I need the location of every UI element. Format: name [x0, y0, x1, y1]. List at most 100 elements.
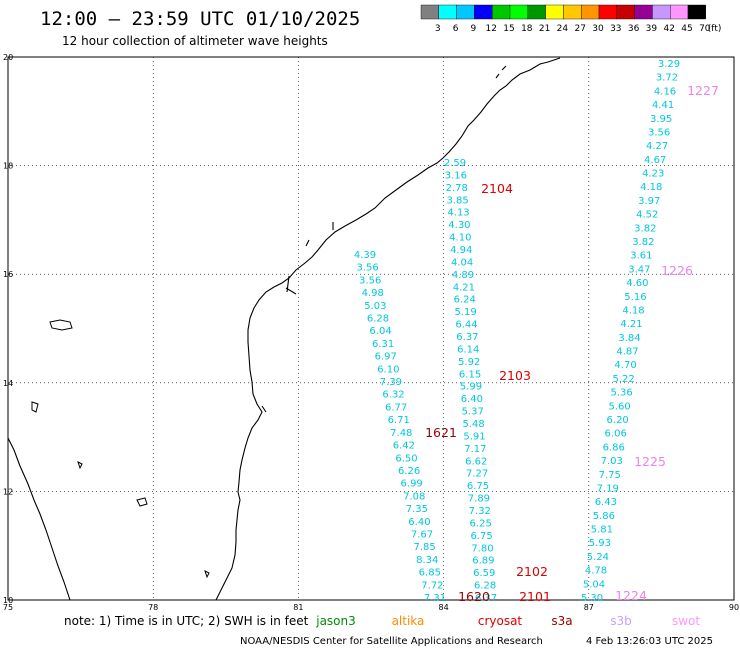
wave-height-value: 4.89	[452, 270, 474, 281]
pass-time-label: 2104	[481, 181, 513, 196]
wave-height-value: 6.85	[419, 568, 441, 579]
legend-swatch	[563, 4, 582, 20]
island-b	[31, 401, 39, 413]
wave-height-value: 5.04	[583, 579, 605, 590]
wave-height-value: 4.18	[640, 182, 662, 193]
wave-height-value: 5.37	[462, 407, 484, 418]
wave-height-value: 5.22	[612, 374, 634, 385]
legend-label: 42	[663, 24, 674, 34]
wave-height-value: 4.21	[453, 282, 475, 293]
legend-label: 45	[681, 24, 692, 34]
pass-time-label: 1224	[615, 588, 647, 603]
legend-label: 21	[539, 24, 550, 34]
legend-label: 36	[628, 24, 640, 34]
wave-height-value: 6.43	[595, 497, 617, 508]
x-tick-label: 75	[3, 603, 13, 612]
legend-label: 70	[699, 24, 711, 34]
island-a	[49, 319, 73, 331]
wave-height-value: 5.30	[581, 593, 603, 604]
wave-height-value: 6.62	[465, 456, 487, 467]
graticule	[8, 57, 734, 600]
x-tick-label: 78	[148, 603, 158, 612]
wave-height-value: 3.72	[656, 73, 678, 84]
coast-detail-marks	[261, 65, 507, 413]
wave-height-value: 8.34	[416, 555, 438, 566]
wave-height-value: 5.60	[609, 401, 631, 412]
wave-height-value: 6.14	[457, 344, 479, 355]
wave-height-value: 6.89	[472, 556, 494, 567]
color-legend: 3 6 9 12 15 18 21 24 27 30 33 36 39 42 45 70(ft)	[420, 4, 722, 34]
wave-height-value: 6.42	[393, 441, 415, 452]
legend-label: 12	[485, 24, 496, 34]
legend-swatch	[598, 4, 617, 20]
legend-swatch	[420, 4, 439, 20]
wave-height-value: 7.80	[471, 543, 493, 554]
wave-height-value: 5.99	[460, 382, 482, 393]
legend-unit: (ft)	[708, 24, 722, 34]
legend-label: 30	[592, 24, 604, 34]
x-tick-label: 81	[293, 603, 303, 612]
wave-height-value: 5.16	[624, 292, 646, 303]
coastline-india-east	[215, 57, 561, 601]
island-d	[77, 461, 83, 470]
legend-swatch	[527, 4, 546, 20]
wave-height-value: 6.20	[607, 415, 629, 426]
map-frame	[7, 56, 735, 601]
wave-height-value: 4.27	[646, 141, 668, 152]
wave-height-value: 6.86	[603, 442, 625, 453]
wave-height-value: 7.85	[413, 542, 435, 553]
wave-height-value: 4.16	[654, 86, 676, 97]
wave-height-value: 6.37	[456, 332, 478, 343]
wave-height-value: 6.28	[367, 314, 389, 325]
coastline-west	[7, 437, 71, 601]
map-title: 12:00 – 23:59 UTC 01/10/2025	[40, 8, 360, 30]
pass-time-label: 1620	[458, 589, 490, 604]
legend-label: 27	[574, 24, 585, 34]
legend-swatch	[652, 4, 671, 20]
legend-swatch	[670, 4, 689, 20]
wave-height-value: 6.59	[473, 568, 495, 579]
wave-height-value: 6.25	[470, 518, 492, 529]
wave-height-value: 2.78	[446, 183, 468, 194]
footer-note: note: 1) Time is in UTC; 2) SWH is in fe…	[64, 614, 309, 628]
wave-height-value: 6.31	[372, 339, 394, 350]
wave-height-value: 5.03	[364, 301, 386, 312]
wave-height-value: 4.39	[354, 250, 376, 261]
pass-time-label: 1227	[687, 83, 719, 98]
pass-time-labels: 1227 2104 1226 2103 1621 1225 2102 2101 1620 1224	[425, 83, 719, 604]
wave-height-value: 5.86	[593, 511, 615, 522]
wave-height-value: 6.04	[369, 326, 391, 337]
legend-label: 18	[521, 24, 533, 34]
y-tick-label: 18	[3, 162, 13, 171]
wave-height-value: 5.91	[463, 431, 485, 442]
wave-height-value: 3.16	[445, 170, 467, 181]
satellite-name: jason3	[315, 614, 356, 628]
wave-height-value: 3.56	[356, 263, 378, 274]
satellite-name: s3b	[610, 614, 632, 628]
wave-height-value: 4.94	[450, 245, 472, 256]
wave-height-value: 6.77	[385, 402, 407, 413]
wave-height-value: 4.04	[451, 257, 473, 268]
wave-height-value: 3.29	[658, 59, 680, 70]
satellite-name: s3a	[551, 614, 572, 628]
legend-swatch	[616, 4, 635, 20]
wave-height-value: 4.60	[626, 278, 648, 289]
legend-swatch	[474, 4, 493, 20]
wave-height-value: 4.70	[614, 360, 636, 371]
wave-height-value: 3.56	[648, 127, 670, 138]
wave-height-value: 3.84	[618, 333, 640, 344]
legend-swatch	[492, 4, 511, 20]
wave-height-value: 6.06	[605, 429, 627, 440]
legend-label: 33	[610, 24, 621, 34]
wave-height-value: 7.48	[390, 428, 412, 439]
wave-height-value: 7.39	[380, 377, 402, 388]
wave-height-value: 7.08	[403, 491, 425, 502]
wave-height-value: 7.89	[468, 494, 490, 505]
wave-height-value: 5.92	[458, 357, 480, 368]
legend-label: 3	[435, 24, 441, 34]
y-tick-label: 10	[3, 596, 13, 605]
wave-height-value: 3.85	[447, 195, 469, 206]
legend-swatch	[438, 4, 457, 20]
wave-height-value: 4.41	[652, 100, 674, 111]
